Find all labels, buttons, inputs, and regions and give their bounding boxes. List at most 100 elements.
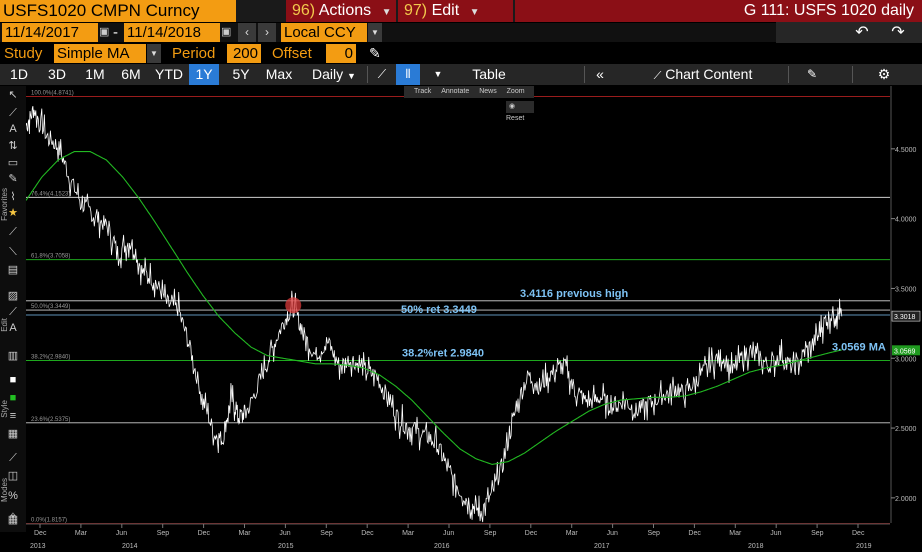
- chart-title-bar: G 111: USFS 1020 daily: [515, 0, 922, 22]
- eraser-icon[interactable]: ▨: [7, 290, 19, 302]
- pencil-icon[interactable]: ✎: [369, 45, 381, 61]
- brush-icon[interactable]: ⌇: [10, 191, 16, 203]
- fib-level-label: 23.6%(2.5375): [31, 417, 70, 423]
- line-tool-icon[interactable]: ⟋: [9, 107, 17, 119]
- x-month-label: Mar: [729, 530, 742, 537]
- tool-news[interactable]: News: [479, 88, 497, 95]
- sidebar-label-favorites: Favorites: [0, 188, 9, 221]
- grid-icon[interactable]: ▦: [7, 514, 19, 526]
- trash-icon[interactable]: ▥: [7, 350, 19, 362]
- tool-zoom[interactable]: Zoom: [506, 88, 525, 95]
- chart-content-button[interactable]: ⟋ Chart Content: [638, 64, 768, 85]
- table-button[interactable]: Table: [472, 66, 506, 82]
- divider: [367, 66, 368, 83]
- line-tool-icon[interactable]: ⟋: [9, 452, 17, 464]
- end-date-input[interactable]: 11/14/2018: [124, 23, 220, 42]
- trend-icon[interactable]: ⟍: [9, 246, 17, 258]
- chevron-down-icon: ▼: [347, 71, 356, 81]
- annotation-ma: 3.0569 MA: [832, 341, 886, 353]
- period-input[interactable]: 200: [227, 44, 261, 63]
- fill-icon[interactable]: ▦: [7, 428, 19, 440]
- x-month-label: Dec: [361, 530, 374, 537]
- line-tool-icon[interactable]: ⟋: [9, 226, 17, 238]
- frequency-label: Daily: [312, 66, 344, 82]
- x-month-label: Sep: [320, 530, 333, 537]
- edit-menu-button[interactable]: 97) Edit ▼: [398, 0, 513, 22]
- edit-label: Edit: [431, 2, 460, 19]
- x-month-label: Sep: [157, 530, 170, 537]
- actions-menu-button[interactable]: 96) Actions ▼: [286, 0, 396, 22]
- x-month-label: Dec: [34, 530, 47, 537]
- crosshair-icon[interactable]: ⌖: [9, 510, 17, 522]
- shape-icon[interactable]: ▭: [7, 157, 19, 169]
- fib-level-label: 76.4%(4.1523): [31, 191, 70, 197]
- redo-icon[interactable]: ↷: [891, 24, 905, 41]
- calendar-icon[interactable]: ▣: [99, 26, 110, 38]
- gear-icon[interactable]: ⚙: [877, 66, 891, 82]
- last-price-tag-box: [891, 310, 921, 322]
- percent-icon[interactable]: %: [8, 490, 18, 502]
- favorite-star-icon[interactable]: ★: [8, 207, 18, 219]
- frequency-select[interactable]: Daily ▼: [303, 64, 365, 85]
- period-button-1d[interactable]: 1D: [10, 66, 28, 82]
- currency-select[interactable]: Local CCY: [281, 23, 367, 42]
- x-year-label: 2018: [748, 543, 764, 550]
- price-chart[interactable]: 100.0%(4.8741) 76.4%(4.1523) 61.8%(3.7058)…: [26, 86, 922, 552]
- reset-icon: ◉: [509, 103, 516, 110]
- line-chart-icon[interactable]: ⟋: [377, 67, 387, 81]
- period-button-max[interactable]: Max: [265, 66, 293, 82]
- period-button-1y[interactable]: 1Y: [189, 64, 219, 85]
- color-icon[interactable]: ■: [9, 374, 17, 386]
- x-year-label: 2019: [856, 543, 872, 550]
- fib-level-label: 38.2%(2.9840): [31, 354, 70, 360]
- period-button-ytd[interactable]: YTD: [155, 66, 183, 82]
- line-tool-icon[interactable]: ⟋: [9, 306, 17, 318]
- edit-chart-icon[interactable]: ✎: [806, 67, 818, 81]
- start-date-input[interactable]: 11/14/2017: [2, 23, 98, 42]
- tool-annotate[interactable]: Annotate: [441, 88, 470, 95]
- text-tool-icon[interactable]: A: [9, 322, 17, 334]
- price-series-line: [26, 105, 843, 523]
- reset-button[interactable]: ◉ Reset: [506, 101, 534, 122]
- undo-redo-group: [776, 22, 922, 43]
- last-price-tag: 3.3018: [894, 314, 916, 321]
- offset-input[interactable]: 0: [326, 44, 356, 63]
- chevron-down-icon[interactable]: ▼: [368, 23, 382, 42]
- period-label: Period: [172, 45, 216, 62]
- date-range-bar: [0, 23, 922, 42]
- cursor-icon[interactable]: ↖: [8, 89, 18, 101]
- ticker-field[interactable]: USFS1020 CMPN Curncy: [0, 0, 236, 22]
- period-button-5y[interactable]: 5Y: [232, 66, 250, 82]
- y-tick-label: 4.0000: [895, 217, 917, 224]
- style-icon[interactable]: ≡: [9, 410, 17, 422]
- double-chevron-left-icon[interactable]: «: [596, 66, 604, 82]
- chart-background: [26, 86, 922, 552]
- y-tick-label: 3.0000: [895, 356, 917, 363]
- text-tool-icon[interactable]: A: [9, 123, 17, 135]
- chart-content-icon: ⟋: [653, 70, 662, 82]
- x-month-label: Dec: [688, 530, 701, 537]
- chevron-down-icon[interactable]: ▼: [147, 44, 161, 63]
- period-button-1m[interactable]: 1M: [85, 66, 105, 82]
- tool-track[interactable]: Track: [414, 88, 432, 95]
- color-icon[interactable]: ■: [9, 392, 17, 404]
- x-month-label: Jun: [116, 530, 127, 537]
- bar-chart-icon[interactable]: ⫴: [396, 64, 420, 85]
- fib-level-label: 50.0%(3.3449): [31, 304, 70, 310]
- pencil-icon[interactable]: ✎: [8, 173, 18, 185]
- period-button-3d[interactable]: 3D: [48, 66, 66, 82]
- period-button-6m[interactable]: 6M: [121, 66, 141, 82]
- arrows-icon[interactable]: ⇅: [8, 140, 18, 152]
- calendar-icon[interactable]: ▣: [221, 26, 232, 38]
- chevron-down-icon[interactable]: ▼: [433, 69, 443, 79]
- ruler-icon[interactable]: ▤: [7, 264, 19, 276]
- prev-arrow-button[interactable]: ‹: [238, 23, 256, 42]
- next-arrow-button[interactable]: ›: [258, 23, 276, 42]
- x-month-label: Mar: [239, 530, 252, 537]
- undo-icon[interactable]: ↶: [855, 24, 869, 41]
- mode-icon[interactable]: ◫: [7, 470, 19, 482]
- x-month-label: Sep: [484, 530, 497, 537]
- annotation-50-ret: 50% ret 3.3449: [401, 304, 477, 316]
- study-select[interactable]: Simple MA: [54, 44, 146, 63]
- reset-label: Reset: [506, 115, 525, 122]
